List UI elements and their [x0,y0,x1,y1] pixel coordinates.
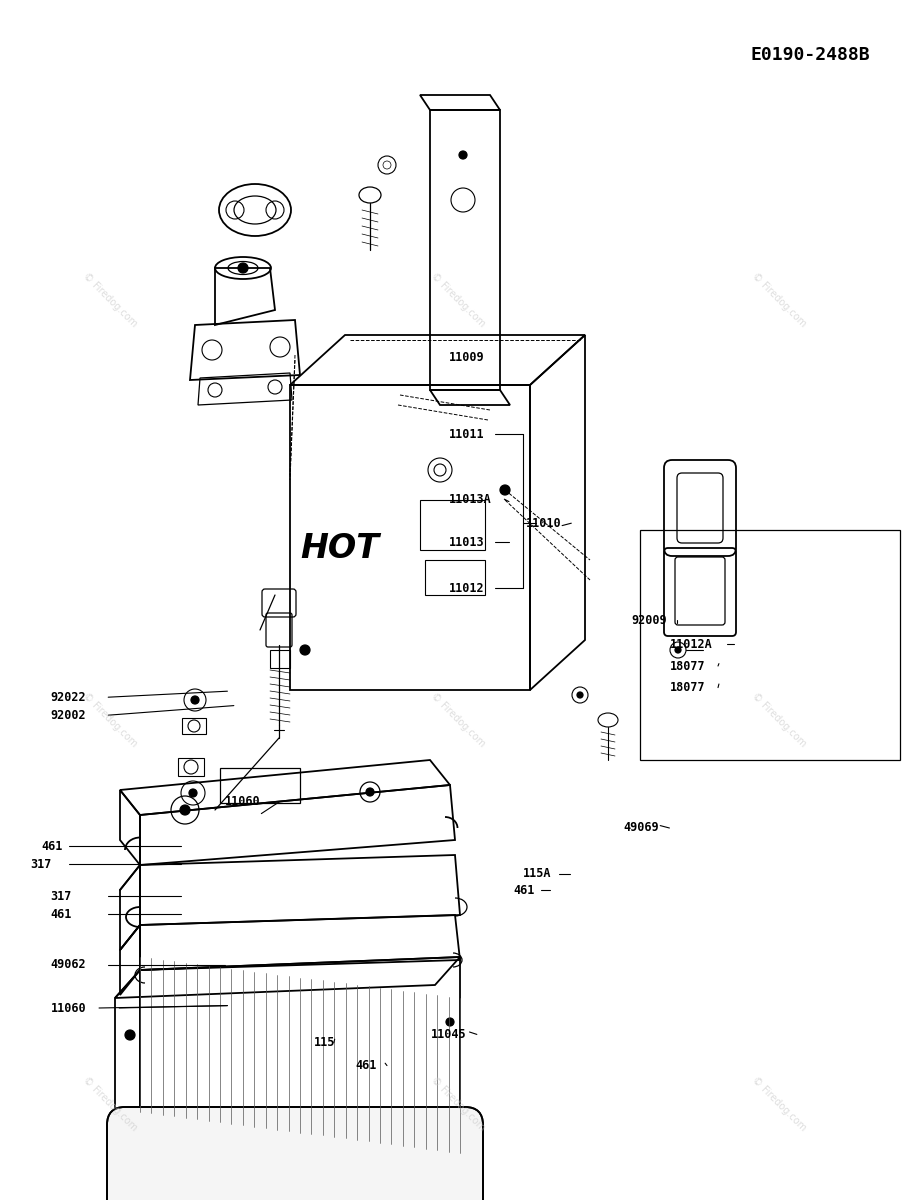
Circle shape [300,646,310,655]
Bar [425,560,485,595]
Bar [420,500,485,550]
Text: 92009: 92009 [631,614,667,626]
Circle shape [189,790,197,797]
Text: 461: 461 [514,884,535,896]
Text: © Firedog.com: © Firedog.com [81,271,139,329]
Text: E0190-2488B: E0190-2488B [750,46,870,64]
Text: 317: 317 [50,890,72,902]
Circle shape [459,151,467,158]
Text: 11060: 11060 [225,796,260,808]
FancyBboxPatch shape [107,1106,483,1200]
Text: 11013: 11013 [449,536,485,548]
Text: 11011: 11011 [449,428,485,440]
Text: 18077: 18077 [669,660,705,672]
Text: 49062: 49062 [50,959,86,971]
Circle shape [446,1018,454,1026]
Text: © Firedog.com: © Firedog.com [429,691,488,749]
Circle shape [191,696,199,704]
Circle shape [500,485,510,494]
Text: 115A: 115A [523,868,551,880]
Circle shape [366,788,374,796]
Circle shape [577,692,583,698]
Circle shape [125,1030,135,1040]
Text: © Firedog.com: © Firedog.com [81,691,139,749]
Text: © Firedog.com: © Firedog.com [429,271,488,329]
Text: © Firedog.com: © Firedog.com [750,1075,809,1133]
Text: 11060: 11060 [50,1002,86,1014]
Text: 92022: 92022 [50,691,86,703]
Bar [178,758,204,776]
Text: © Firedog.com: © Firedog.com [81,1075,139,1133]
Text: 11012: 11012 [449,582,485,594]
Text: © Firedog.com: © Firedog.com [750,271,809,329]
Text: © Firedog.com: © Firedog.com [429,1075,488,1133]
Text: 11010: 11010 [525,517,561,529]
Text: 461: 461 [50,908,72,920]
Circle shape [238,263,248,272]
Text: 18077: 18077 [669,682,705,694]
Bar [220,768,300,803]
Text: 92002: 92002 [50,709,86,721]
Circle shape [180,805,190,815]
Text: HOT: HOT [301,532,380,564]
Text: 11012A: 11012A [669,638,713,650]
Text: 317: 317 [30,858,51,870]
Bar [640,530,900,760]
Bar [182,718,206,734]
Text: 11009: 11009 [449,352,485,364]
Text: 49069: 49069 [624,822,659,834]
Bar [270,650,290,668]
Text: 11045: 11045 [431,1028,467,1040]
Circle shape [675,647,681,653]
Text: 11013A: 11013A [449,493,492,505]
Text: 461: 461 [355,1060,376,1072]
Text: 461: 461 [41,840,62,852]
Text: © Firedog.com: © Firedog.com [750,691,809,749]
Text: 115: 115 [314,1037,335,1049]
